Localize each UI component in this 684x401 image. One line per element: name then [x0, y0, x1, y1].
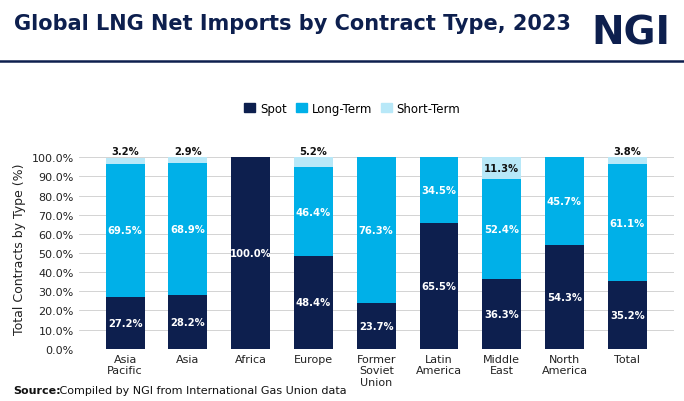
Text: 76.3%: 76.3% [359, 226, 393, 236]
Bar [106, 158, 144, 164]
Text: 52.4%: 52.4% [484, 225, 519, 235]
Text: 54.3%: 54.3% [547, 292, 582, 302]
Y-axis label: Total Contracts by Type (%): Total Contracts by Type (%) [13, 163, 26, 334]
Text: 27.2%: 27.2% [108, 318, 142, 328]
Bar [106, 164, 144, 297]
Text: 45.7%: 45.7% [547, 196, 582, 207]
Text: 46.4%: 46.4% [295, 207, 331, 217]
Text: 36.3%: 36.3% [484, 309, 519, 319]
Text: 2.9%: 2.9% [174, 146, 202, 156]
Bar [168, 164, 207, 295]
Bar [419, 158, 458, 224]
Bar [482, 180, 521, 279]
Text: 28.2%: 28.2% [170, 317, 205, 327]
Text: 5.2%: 5.2% [300, 146, 328, 156]
Bar [168, 295, 207, 349]
Legend: Spot, Long-Term, Short-Term: Spot, Long-Term, Short-Term [240, 98, 465, 121]
Bar [608, 282, 646, 349]
Bar [545, 158, 584, 245]
Bar [294, 257, 333, 349]
Text: 11.3%: 11.3% [484, 164, 519, 174]
Bar [357, 304, 395, 349]
Bar [168, 158, 207, 164]
Bar [545, 245, 584, 349]
Text: 34.5%: 34.5% [421, 186, 456, 196]
Text: NGI: NGI [592, 14, 670, 52]
Bar [106, 297, 144, 349]
Bar [231, 158, 270, 349]
Text: 69.5%: 69.5% [107, 226, 142, 235]
Text: 35.2%: 35.2% [610, 310, 644, 320]
Text: Source:: Source: [14, 385, 62, 395]
Text: Compiled by NGI from International Gas Union data: Compiled by NGI from International Gas U… [56, 385, 347, 395]
Bar [357, 158, 395, 304]
Bar [294, 168, 333, 257]
Bar [482, 279, 521, 349]
Text: 65.5%: 65.5% [421, 282, 456, 291]
Text: Global LNG Net Imports by Contract Type, 2023: Global LNG Net Imports by Contract Type,… [14, 14, 570, 34]
Bar [482, 158, 521, 180]
Bar [608, 158, 646, 165]
Bar [608, 165, 646, 282]
Text: 3.2%: 3.2% [111, 147, 139, 156]
Text: 23.7%: 23.7% [359, 321, 393, 331]
Text: 48.4%: 48.4% [295, 298, 331, 308]
Text: 100.0%: 100.0% [230, 248, 272, 258]
Bar [419, 224, 458, 349]
Text: 68.9%: 68.9% [170, 224, 205, 234]
Bar [294, 158, 333, 168]
Text: 3.8%: 3.8% [614, 146, 641, 156]
Text: 61.1%: 61.1% [609, 218, 645, 228]
